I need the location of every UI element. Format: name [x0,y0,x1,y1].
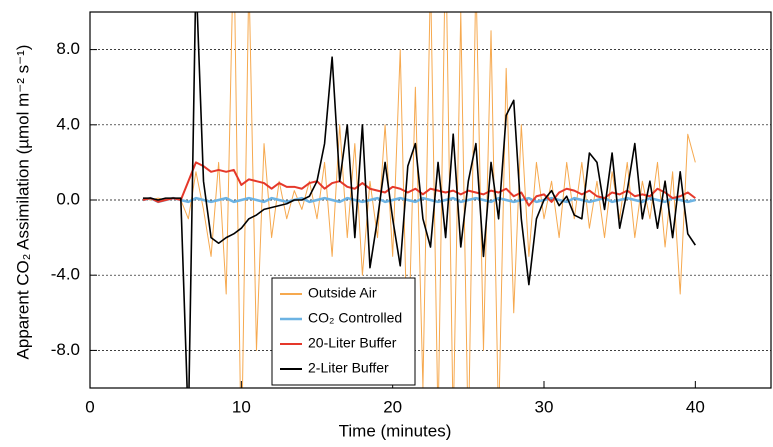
x-tick-label: 10 [232,397,251,416]
legend-box [271,277,416,386]
legend-label: Outside Air [308,285,377,301]
x-axis-label: Time (minutes) [339,421,452,440]
legend-label: 2-Liter Buffer [308,360,389,376]
series-line [142,196,696,204]
legend-label: 20-Liter Buffer [308,335,397,351]
x-tick-label: 40 [686,397,705,416]
y-tick-label: 0.0 [56,189,80,208]
y-axis-label: Apparent CO₂ Assimilation (µmol m⁻² s⁻¹) [13,45,32,360]
x-tick-label: 0 [85,397,94,416]
plot-lines [142,12,696,388]
series-line [142,12,696,388]
plot-frame [89,11,772,389]
y-tick-label: -4.0 [51,265,80,284]
y-tick-label: 4.0 [56,114,80,133]
x-tick-label: 30 [535,397,554,416]
legend-label: CO₂ Controlled [308,310,402,326]
series-line [142,12,696,388]
x-tick-label: 20 [383,397,402,416]
y-tick-label: 8.0 [56,39,80,58]
y-tick-label: -8.0 [51,340,80,359]
